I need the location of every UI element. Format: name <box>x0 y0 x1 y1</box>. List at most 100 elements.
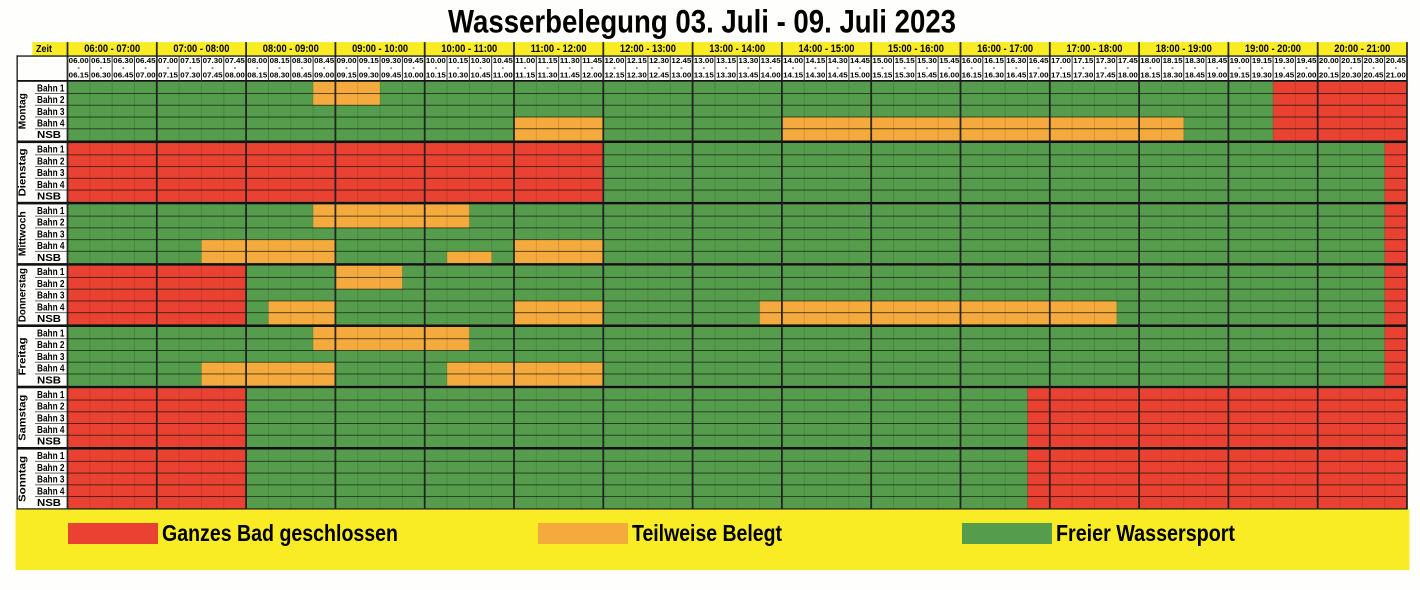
svg-text:11.30: 11.30 <box>538 73 558 80</box>
svg-text:-: - <box>301 65 304 72</box>
svg-text:Bahn 1: Bahn 1 <box>37 389 65 401</box>
svg-text:-: - <box>1350 65 1353 72</box>
svg-text:19.15: 19.15 <box>1230 73 1250 80</box>
svg-text:Bahn 1: Bahn 1 <box>37 450 65 462</box>
svg-text:11.00: 11.00 <box>493 73 513 80</box>
svg-text:Bahn 3: Bahn 3 <box>37 106 65 118</box>
svg-text:15.00: 15.00 <box>872 58 892 65</box>
svg-text:Bahn 1: Bahn 1 <box>37 144 65 156</box>
svg-text:09.15: 09.15 <box>359 58 379 65</box>
svg-text:09.00: 09.00 <box>337 58 357 65</box>
svg-text:15.30: 15.30 <box>895 73 915 80</box>
svg-text:14.15: 14.15 <box>783 73 803 80</box>
svg-text:10.15: 10.15 <box>426 73 446 80</box>
svg-text:-: - <box>1216 65 1219 72</box>
svg-text:19.45: 19.45 <box>1297 58 1317 65</box>
svg-text:10.45: 10.45 <box>493 58 513 65</box>
svg-text:-: - <box>725 65 728 72</box>
svg-text:12.30: 12.30 <box>649 58 669 65</box>
svg-text:-: - <box>1060 65 1063 72</box>
svg-text:-: - <box>948 65 951 72</box>
svg-text:-: - <box>703 65 706 72</box>
svg-text:08.45: 08.45 <box>314 58 334 65</box>
svg-text:14.30: 14.30 <box>805 73 825 80</box>
svg-text:Bahn 4: Bahn 4 <box>37 363 65 375</box>
svg-text:NSB: NSB <box>37 191 61 203</box>
svg-text:08:00 - 09:00: 08:00 - 09:00 <box>263 43 319 55</box>
svg-text:14.00: 14.00 <box>761 73 781 80</box>
svg-text:-: - <box>256 65 259 72</box>
svg-text:Bahn 4: Bahn 4 <box>37 485 65 497</box>
svg-text:11.15: 11.15 <box>538 58 558 65</box>
svg-text:-: - <box>814 65 817 72</box>
svg-text:-: - <box>278 65 281 72</box>
svg-text:07.45: 07.45 <box>225 58 245 65</box>
svg-text:18.15: 18.15 <box>1140 73 1160 80</box>
svg-text:-: - <box>1261 65 1264 72</box>
svg-text:17.30: 17.30 <box>1073 73 1093 80</box>
svg-text:09.45: 09.45 <box>404 58 424 65</box>
svg-text:18.15: 18.15 <box>1163 58 1183 65</box>
svg-text:14.45: 14.45 <box>828 73 848 80</box>
svg-text:13.15: 13.15 <box>694 73 714 80</box>
svg-text:18.30: 18.30 <box>1185 58 1205 65</box>
svg-text:Bahn 4: Bahn 4 <box>37 424 65 436</box>
svg-text:15.45: 15.45 <box>939 58 959 65</box>
svg-text:12.15: 12.15 <box>605 73 625 80</box>
svg-text:13:00 - 14:00: 13:00 - 14:00 <box>709 43 765 55</box>
svg-text:18.30: 18.30 <box>1163 73 1183 80</box>
svg-text:-: - <box>1149 65 1152 72</box>
svg-text:19.00: 19.00 <box>1207 73 1227 80</box>
svg-text:07.30: 07.30 <box>180 73 200 80</box>
svg-text:14:00 - 15:00: 14:00 - 15:00 <box>799 43 855 55</box>
svg-text:15.15: 15.15 <box>872 73 892 80</box>
svg-text:11.45: 11.45 <box>582 58 602 65</box>
svg-text:Bahn 4: Bahn 4 <box>37 118 65 130</box>
svg-text:16.15: 16.15 <box>984 58 1004 65</box>
svg-text:18.00: 18.00 <box>1140 58 1160 65</box>
svg-text:10.30: 10.30 <box>448 73 468 80</box>
svg-text:-: - <box>345 65 348 72</box>
svg-text:19.30: 19.30 <box>1252 73 1272 80</box>
svg-text:19:00 - 20:00: 19:00 - 20:00 <box>1245 43 1301 55</box>
svg-text:15.45: 15.45 <box>917 73 937 80</box>
svg-text:-: - <box>1372 65 1375 72</box>
svg-text:Bahn 1: Bahn 1 <box>37 82 65 94</box>
svg-text:11.45: 11.45 <box>560 73 580 80</box>
svg-text:17.30: 17.30 <box>1096 58 1116 65</box>
svg-text:19.00: 19.00 <box>1230 58 1250 65</box>
svg-text:-: - <box>167 65 170 72</box>
svg-text:19.45: 19.45 <box>1274 73 1294 80</box>
svg-text:Bahn 4: Bahn 4 <box>37 179 65 191</box>
svg-text:16.00: 16.00 <box>962 58 982 65</box>
svg-text:10.30: 10.30 <box>471 58 491 65</box>
svg-text:17.45: 17.45 <box>1096 73 1116 80</box>
svg-text:Bahn 3: Bahn 3 <box>37 290 65 302</box>
svg-text:Bahn 3: Bahn 3 <box>37 228 65 240</box>
svg-text:-: - <box>1194 65 1197 72</box>
svg-text:Bahn 1: Bahn 1 <box>37 266 65 278</box>
svg-text:-: - <box>1283 65 1286 72</box>
svg-text:-: - <box>1127 65 1130 72</box>
svg-text:18.45: 18.45 <box>1207 58 1227 65</box>
svg-text:08.30: 08.30 <box>270 73 290 80</box>
svg-text:18.45: 18.45 <box>1185 73 1205 80</box>
svg-text:08.15: 08.15 <box>247 73 267 80</box>
svg-text:14.15: 14.15 <box>805 58 825 65</box>
svg-text:14.30: 14.30 <box>828 58 848 65</box>
svg-text:20.30: 20.30 <box>1364 58 1384 65</box>
svg-text:06.45: 06.45 <box>113 73 133 80</box>
svg-text:07.00: 07.00 <box>136 73 156 80</box>
svg-text:08.45: 08.45 <box>292 73 312 80</box>
svg-text:11:00 - 12:00: 11:00 - 12:00 <box>531 43 587 55</box>
svg-text:14.00: 14.00 <box>783 58 803 65</box>
svg-text:10.15: 10.15 <box>448 58 468 65</box>
svg-text:Bahn 2: Bahn 2 <box>37 155 65 167</box>
svg-text:-: - <box>211 65 214 72</box>
svg-text:07.30: 07.30 <box>203 58 223 65</box>
svg-text:-: - <box>1104 65 1107 72</box>
svg-text:11.00: 11.00 <box>515 58 535 65</box>
svg-text:06.30: 06.30 <box>113 58 133 65</box>
svg-text:09.45: 09.45 <box>381 73 401 80</box>
svg-text:07.45: 07.45 <box>203 73 223 80</box>
